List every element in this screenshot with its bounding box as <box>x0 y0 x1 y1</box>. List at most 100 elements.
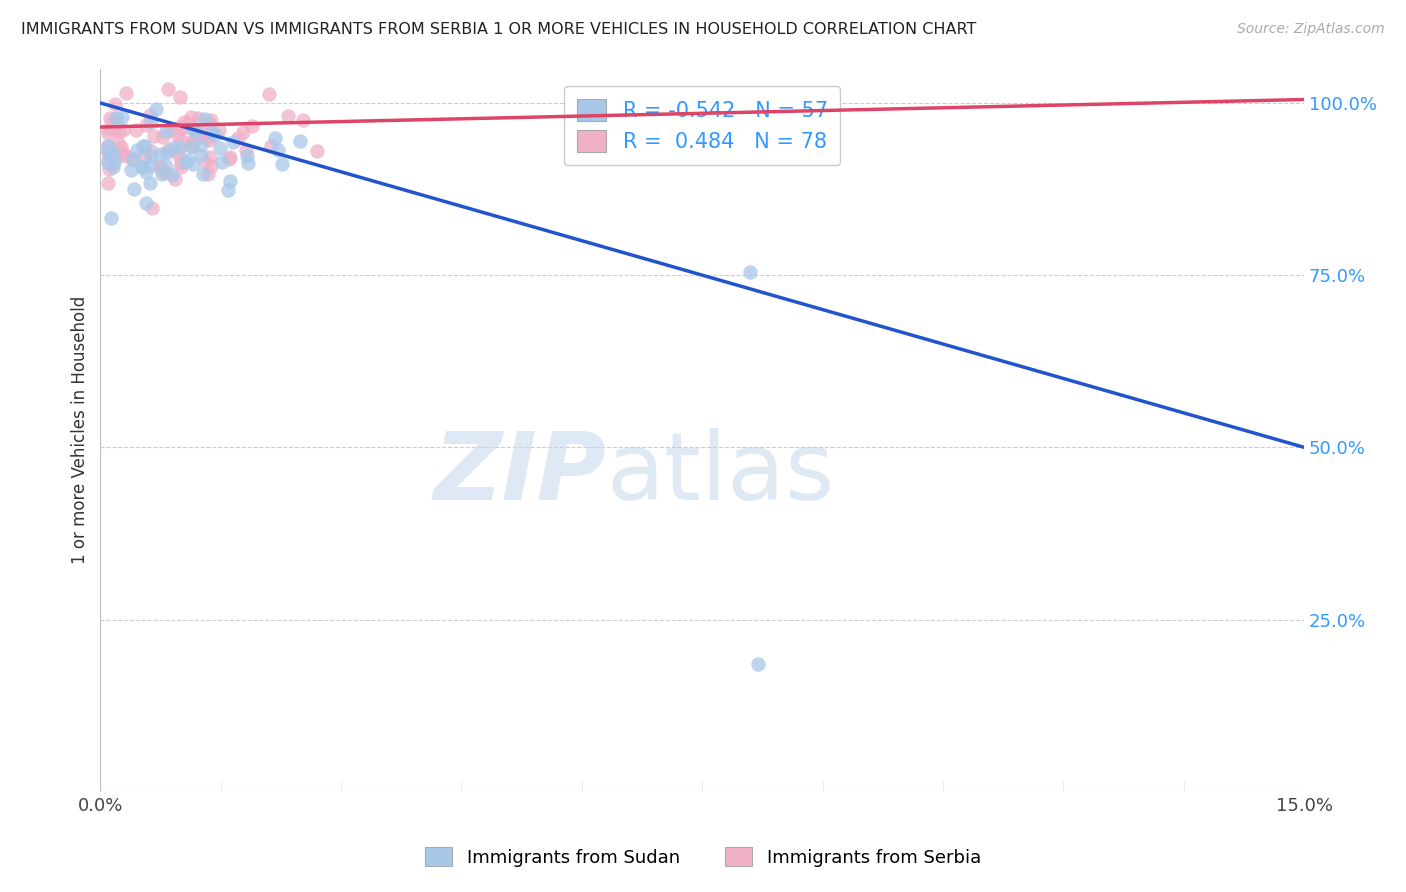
Point <box>157 82 180 96</box>
Point <box>101 161 124 175</box>
Point <box>155 159 177 173</box>
Point <box>174 154 197 169</box>
Point <box>125 123 148 137</box>
Point <box>291 112 314 127</box>
Point <box>134 139 156 153</box>
Point <box>97 155 120 169</box>
Point <box>240 119 263 133</box>
Point <box>97 144 120 158</box>
Point <box>180 120 202 135</box>
Point <box>190 130 212 145</box>
Point <box>740 265 762 279</box>
Point <box>201 125 224 139</box>
Point <box>232 126 254 140</box>
Point <box>170 156 193 170</box>
Point <box>98 112 121 126</box>
Point <box>180 111 202 125</box>
Point <box>104 111 127 125</box>
Point <box>222 135 245 149</box>
Point <box>97 153 120 167</box>
Text: Source: ZipAtlas.com: Source: ZipAtlas.com <box>1237 22 1385 37</box>
Point <box>152 130 174 145</box>
Point <box>120 163 142 178</box>
Text: atlas: atlas <box>606 427 834 519</box>
Point <box>260 138 283 153</box>
Point <box>105 118 128 132</box>
Point <box>190 137 212 152</box>
Point <box>135 164 157 178</box>
Point <box>166 144 188 158</box>
Point <box>180 135 202 149</box>
Point <box>101 114 124 128</box>
Point <box>307 145 329 159</box>
Point <box>131 160 153 174</box>
Point <box>218 152 240 166</box>
Point <box>115 149 138 163</box>
Point <box>139 144 162 158</box>
Point <box>169 139 191 153</box>
Point <box>184 123 207 137</box>
Point <box>97 122 120 136</box>
Point <box>156 143 179 157</box>
Text: IMMIGRANTS FROM SUDAN VS IMMIGRANTS FROM SERBIA 1 OR MORE VEHICLES IN HOUSEHOLD : IMMIGRANTS FROM SUDAN VS IMMIGRANTS FROM… <box>21 22 976 37</box>
Point <box>183 124 205 138</box>
Legend: R = -0.542   N = 57, R =  0.484   N = 78: R = -0.542 N = 57, R = 0.484 N = 78 <box>564 87 841 165</box>
Point <box>112 123 135 137</box>
Point <box>107 126 129 140</box>
Point <box>180 140 202 154</box>
Point <box>104 122 127 136</box>
Text: ZIP: ZIP <box>433 427 606 519</box>
Point <box>188 125 211 139</box>
Point <box>170 133 193 147</box>
Point <box>162 141 184 155</box>
Point <box>152 165 174 179</box>
Point <box>149 160 172 174</box>
Point <box>163 172 186 186</box>
Point <box>217 183 239 197</box>
Point <box>235 143 257 157</box>
Point <box>132 152 155 166</box>
Point <box>103 97 125 112</box>
Point <box>149 160 172 174</box>
Point <box>97 145 120 160</box>
Point <box>111 147 134 161</box>
Point <box>138 108 160 122</box>
Point <box>155 145 177 160</box>
Point <box>204 128 226 142</box>
Point <box>104 153 127 168</box>
Point <box>97 126 120 140</box>
Point <box>180 139 202 153</box>
Point <box>150 147 173 161</box>
Point <box>177 153 200 167</box>
Point <box>177 116 200 130</box>
Point <box>100 211 122 225</box>
Point <box>218 150 240 164</box>
Point <box>166 129 188 144</box>
Point <box>208 141 231 155</box>
Y-axis label: 1 or more Vehicles in Household: 1 or more Vehicles in Household <box>72 296 89 565</box>
Point <box>236 149 259 163</box>
Point <box>181 157 204 171</box>
Point <box>124 182 146 196</box>
Point <box>186 112 208 126</box>
Point <box>131 160 153 174</box>
Point <box>183 132 205 146</box>
Point <box>98 147 121 161</box>
Point <box>122 152 145 166</box>
Point <box>198 133 221 147</box>
Point <box>155 124 177 138</box>
Point <box>169 90 191 104</box>
Point <box>97 139 120 153</box>
Point <box>127 144 149 158</box>
Point <box>103 157 125 171</box>
Point <box>150 167 173 181</box>
Point <box>97 162 120 177</box>
Point <box>107 136 129 151</box>
Point <box>97 138 120 153</box>
Point <box>200 150 222 164</box>
Point <box>145 102 167 116</box>
Point <box>226 131 249 145</box>
Point <box>173 115 195 129</box>
Point <box>173 120 195 134</box>
Point <box>267 144 290 158</box>
